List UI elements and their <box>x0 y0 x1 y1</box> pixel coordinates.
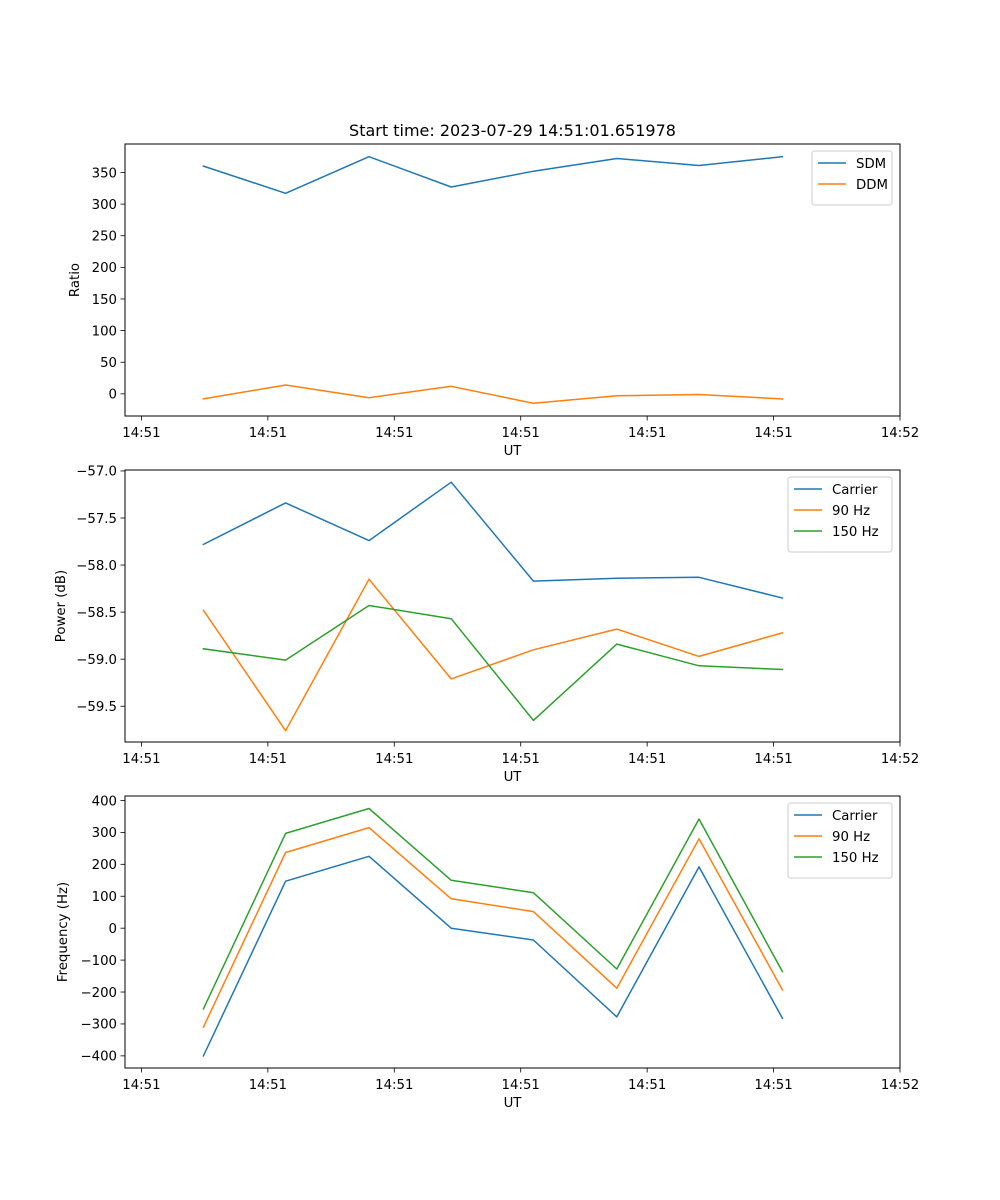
x-axis-label: UT <box>504 770 523 785</box>
y-tick-label: 100 <box>92 890 117 905</box>
x-tick-label: 14:51 <box>502 426 540 441</box>
x-tick-label: 14:52 <box>881 426 919 441</box>
legend-label: Carrier <box>832 809 878 824</box>
y-tick-label: 150 <box>92 293 117 308</box>
x-tick-label: 14:51 <box>375 1078 413 1093</box>
legend-label: SDM <box>856 157 886 172</box>
legend-box <box>787 802 893 879</box>
x-tick-label: 14:52 <box>881 1078 919 1093</box>
y-axis-label: Ratio <box>68 263 83 297</box>
series-line-90-hz <box>202 826 784 1029</box>
y-tick-label: −59.0 <box>76 653 117 668</box>
y-tick-label: −300 <box>80 1018 117 1033</box>
series-line-90-hz <box>202 578 784 732</box>
y-tick-label: 350 <box>92 166 117 181</box>
legend-box <box>787 476 893 553</box>
y-tick-label: 200 <box>92 858 117 873</box>
y-tick-label: −100 <box>80 954 117 969</box>
subplot-1: 14:51 14:51 14:51 14:51 14:51 14:51 14:52 0 50 10… <box>68 143 919 459</box>
axes-frame <box>124 795 901 1069</box>
x-tick-label: 14:51 <box>122 1078 160 1093</box>
y-tick-label: 0 <box>109 388 117 403</box>
x-tick-label: 14:51 <box>628 1078 666 1093</box>
x-tick-label: 14:52 <box>881 752 919 767</box>
y-tick-label: 250 <box>92 230 117 245</box>
subplot-3: 14:51 14:51 14:51 14:51 14:51 14:51 14:52 −400 −… <box>56 794 919 1111</box>
x-tick-label: 14:51 <box>628 426 666 441</box>
x-axis-label: UT <box>504 1096 523 1111</box>
legend-label: DDM <box>856 178 888 193</box>
y-tick-label: −400 <box>80 1050 117 1065</box>
x-tick-label: 14:51 <box>754 426 792 441</box>
legend: Carrier 90 Hz 150 Hz <box>787 802 893 879</box>
subplot-2: 14:51 14:51 14:51 14:51 14:51 14:51 14:52 −59.5… <box>54 465 919 785</box>
x-tick-label: 14:51 <box>375 426 413 441</box>
x-tick-label: 14:51 <box>122 426 160 441</box>
x-tick-label: 14:51 <box>754 1078 792 1093</box>
x-tick-label: 14:51 <box>249 752 287 767</box>
legend-label: 90 Hz <box>832 830 870 845</box>
x-tick-label: 14:51 <box>249 1078 287 1093</box>
y-tick-label: 400 <box>92 794 117 809</box>
x-tick-label: 14:51 <box>122 752 160 767</box>
y-tick-label: −57.5 <box>76 512 117 527</box>
x-tick-label: 14:51 <box>502 1078 540 1093</box>
y-tick-label: −58.5 <box>76 606 117 621</box>
series-line-carrier <box>202 855 784 1057</box>
y-tick-label: 300 <box>92 198 117 213</box>
y-tick-label: 0 <box>109 922 117 937</box>
axes-frame <box>124 143 901 417</box>
y-tick-label: 50 <box>100 356 117 371</box>
axes-frame <box>124 469 901 743</box>
legend-label: 150 Hz <box>832 851 879 866</box>
y-tick-label: 300 <box>92 826 117 841</box>
series-line-sdm <box>202 155 784 195</box>
y-axis-label: Power (dB) <box>54 570 69 642</box>
x-tick-label: 14:51 <box>754 752 792 767</box>
series-line-150-hz <box>202 604 784 722</box>
y-tick-label: 200 <box>92 261 117 276</box>
y-tick-label: −58.0 <box>76 559 117 574</box>
legend: SDM DDM <box>811 150 893 206</box>
y-tick-label: −59.5 <box>76 700 117 715</box>
series-line-ddm <box>202 384 784 405</box>
y-tick-label: −200 <box>80 986 117 1001</box>
legend-label: 90 Hz <box>832 504 870 519</box>
x-tick-label: 14:51 <box>628 752 666 767</box>
legend-box <box>811 150 893 206</box>
x-tick-label: 14:51 <box>502 752 540 767</box>
y-tick-label: 100 <box>92 324 117 339</box>
series-line-150-hz <box>202 807 784 1010</box>
x-axis-label: UT <box>504 444 523 459</box>
series-line-carrier <box>202 481 784 599</box>
figure-title: Start time: 2023-07-29 14:51:01.651978 <box>349 121 676 140</box>
y-tick-label: −57.0 <box>76 465 117 480</box>
x-tick-label: 14:51 <box>249 426 287 441</box>
legend-label: 150 Hz <box>832 525 879 540</box>
x-tick-label: 14:51 <box>375 752 413 767</box>
legend-label: Carrier <box>832 483 878 498</box>
y-axis-label: Frequency (Hz) <box>56 882 71 982</box>
legend: Carrier 90 Hz 150 Hz <box>787 476 893 553</box>
